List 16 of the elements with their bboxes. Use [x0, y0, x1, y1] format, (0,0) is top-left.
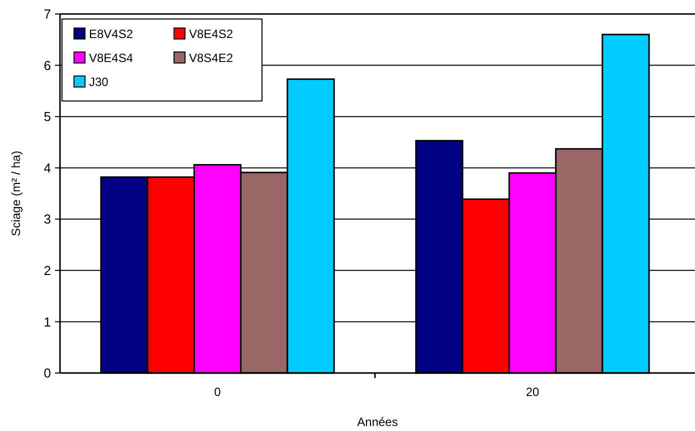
- y-tick-label: 7: [44, 6, 51, 22]
- legend-label: E8V4S2: [89, 27, 134, 42]
- legend-label: V8E4S2: [189, 27, 234, 42]
- y-tick-label: 6: [44, 58, 51, 73]
- y-tick-label: 3: [44, 212, 51, 227]
- legend-label: V8S4E2: [189, 51, 234, 66]
- y-tick-label: 2: [44, 262, 51, 278]
- legend-label: J30: [89, 75, 109, 90]
- legend-label: V8E4S4: [89, 51, 134, 66]
- y-tick-label: 1: [44, 314, 51, 330]
- x-axis-title: Années: [357, 415, 398, 429]
- x-tick-label: 20: [526, 385, 540, 399]
- y-tick-label: 4: [44, 160, 51, 176]
- y-tick-label: 5: [44, 109, 51, 124]
- y-tick-label: 0: [44, 366, 51, 381]
- y-axis-title: Sciage (m² / ha): [9, 150, 23, 236]
